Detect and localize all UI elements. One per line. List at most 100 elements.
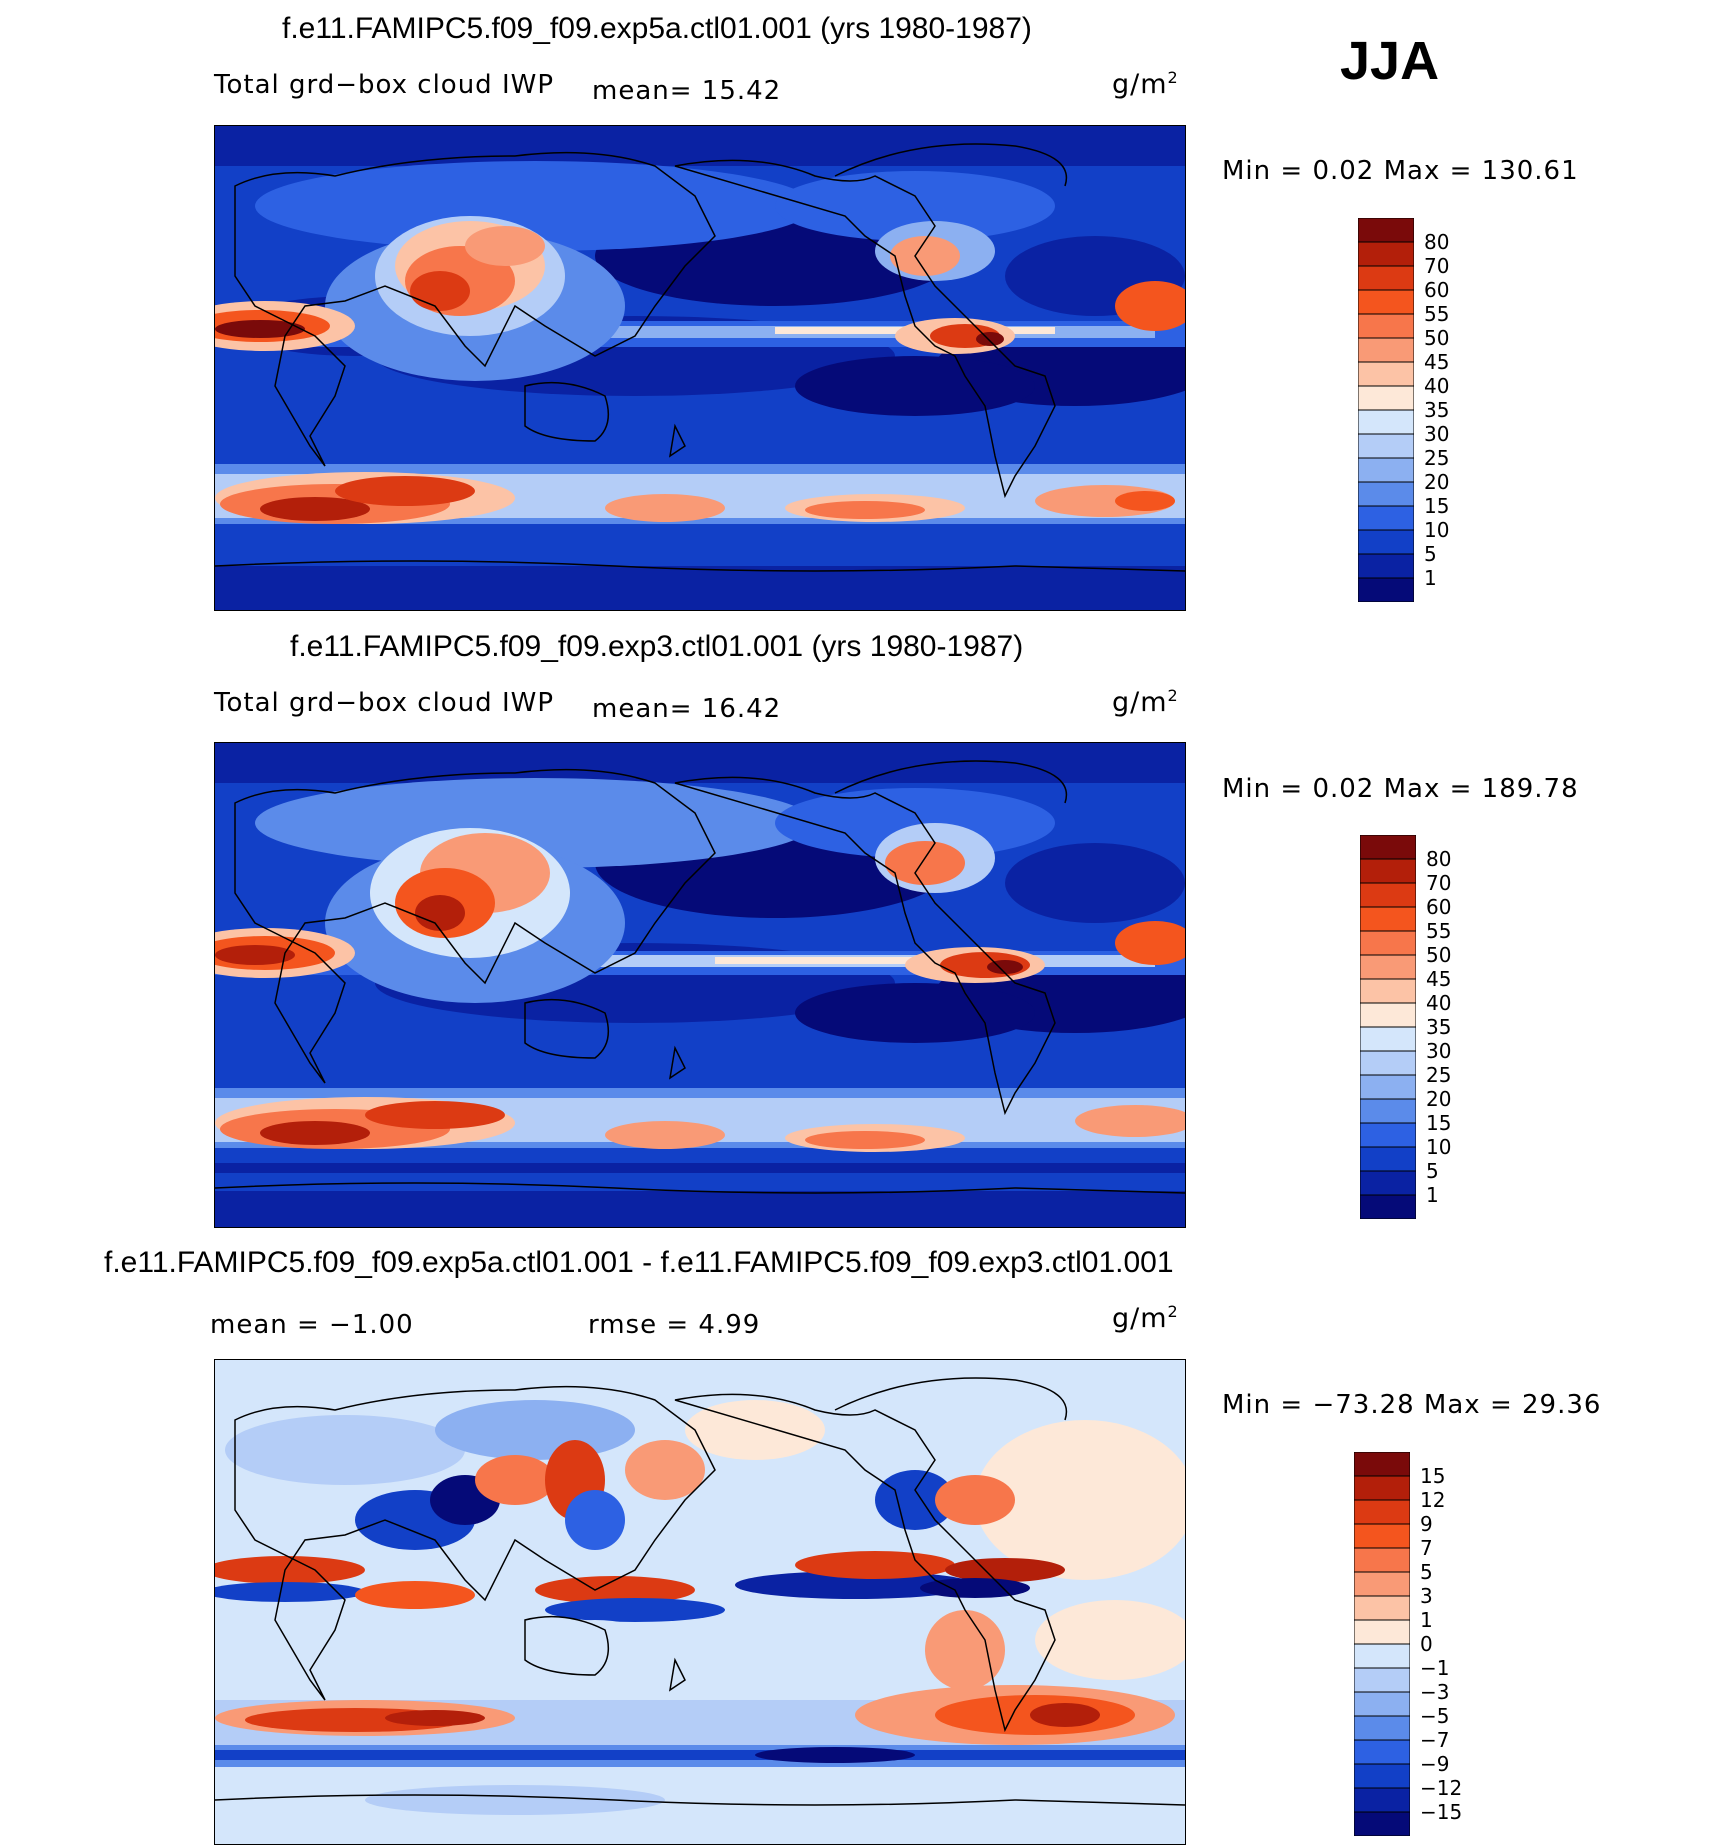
colorbar-label: −12 — [1420, 1776, 1463, 1800]
colorbar-swatch — [1357, 433, 1415, 459]
colorbar-swatch — [1353, 1595, 1411, 1621]
colorbar-label: 1 — [1420, 1608, 1433, 1632]
colorbar-label: 5 — [1426, 1159, 1439, 1183]
colorbar-label: 15 — [1420, 1464, 1446, 1488]
colorbar-swatch — [1353, 1643, 1411, 1669]
colorbar-label: 5 — [1424, 542, 1437, 566]
colorbar-label: 80 — [1424, 230, 1450, 254]
colorbar-label: −7 — [1420, 1728, 1450, 1752]
panel3-colorbar-graphic — [1353, 1451, 1411, 1837]
colorbar-swatch — [1359, 858, 1417, 884]
colorbar-label: 80 — [1426, 847, 1452, 871]
panel3-minmax: Min = −73.28 Max = 29.36 — [1222, 1390, 1602, 1420]
colorbar-label: −15 — [1420, 1800, 1463, 1824]
panel1-variable: Total grd−box cloud IWP — [214, 70, 555, 100]
colorbar-swatch — [1357, 265, 1415, 291]
colorbar-swatch — [1359, 1002, 1417, 1028]
season-label: JJA — [1340, 31, 1440, 91]
colorbar-label: 3 — [1420, 1584, 1433, 1608]
panel1-title: f.e11.FAMIPC5.f09_f09.exp5a.ctl01.001 (y… — [282, 12, 1032, 45]
colorbar-swatch — [1353, 1691, 1411, 1717]
colorbar-label: 35 — [1426, 1015, 1452, 1039]
colorbar-swatch — [1359, 1050, 1417, 1076]
panel3-map-graphic — [215, 1360, 1185, 1844]
panel3-title: f.e11.FAMIPC5.f09_f09.exp5a.ctl01.001 - … — [104, 1246, 1174, 1279]
colorbar-label: 5 — [1420, 1560, 1433, 1584]
colorbar-label: 45 — [1424, 350, 1450, 374]
colorbar-swatch — [1359, 882, 1417, 908]
panel2-variable: Total grd−box cloud IWP — [214, 688, 555, 718]
colorbar-label: 50 — [1426, 943, 1452, 967]
colorbar-label: −3 — [1420, 1680, 1450, 1704]
colorbar-label: 40 — [1426, 991, 1452, 1015]
colorbar-swatch — [1357, 385, 1415, 411]
colorbar-label: 70 — [1424, 254, 1450, 278]
panel2-map-graphic — [215, 743, 1185, 1227]
colorbar-label: 70 — [1426, 871, 1452, 895]
colorbar-swatch — [1359, 834, 1417, 860]
colorbar-label: 35 — [1424, 398, 1450, 422]
colorbar-label: −9 — [1420, 1752, 1450, 1776]
panel3-units: g/m2 — [1112, 1302, 1179, 1334]
colorbar-label: 20 — [1426, 1087, 1452, 1111]
colorbar-label: 7 — [1420, 1536, 1433, 1560]
colorbar-swatch — [1353, 1571, 1411, 1597]
colorbar-label: 55 — [1426, 919, 1452, 943]
colorbar-swatch — [1353, 1787, 1411, 1813]
colorbar-swatch — [1359, 1122, 1417, 1148]
colorbar-label: 60 — [1426, 895, 1452, 919]
colorbar-label: 10 — [1424, 518, 1450, 542]
panel2-map — [214, 742, 1186, 1228]
colorbar-swatch — [1353, 1619, 1411, 1645]
colorbar-swatch — [1357, 457, 1415, 483]
colorbar-label: 45 — [1426, 967, 1452, 991]
colorbar-swatch — [1359, 1074, 1417, 1100]
colorbar-swatch — [1359, 1026, 1417, 1052]
colorbar-swatch — [1353, 1475, 1411, 1501]
panel3-rmse: rmse = 4.99 — [588, 1310, 761, 1340]
panel2-units: g/m2 — [1112, 686, 1179, 718]
colorbar-swatch — [1357, 337, 1415, 363]
panel2-mean: mean= 16.42 — [592, 694, 782, 724]
colorbar-swatch — [1357, 289, 1415, 315]
colorbar-label: 60 — [1424, 278, 1450, 302]
colorbar-label: 30 — [1426, 1039, 1452, 1063]
panel2-minmax: Min = 0.02 Max = 189.78 — [1222, 774, 1579, 804]
colorbar-swatch — [1357, 577, 1415, 603]
colorbar-swatch — [1359, 1170, 1417, 1196]
colorbar-swatch — [1357, 409, 1415, 435]
panel1-map-graphic — [215, 126, 1185, 610]
colorbar-swatch — [1357, 313, 1415, 339]
colorbar-swatch — [1357, 361, 1415, 387]
colorbar-label: 1 — [1426, 1183, 1439, 1207]
panel3-map — [214, 1359, 1186, 1845]
colorbar-label: 0 — [1420, 1632, 1433, 1656]
colorbar-swatch — [1359, 1146, 1417, 1172]
colorbar-label: 9 — [1420, 1512, 1433, 1536]
colorbar-swatch — [1353, 1811, 1411, 1837]
colorbar-swatch — [1359, 930, 1417, 956]
colorbar-swatch — [1357, 529, 1415, 555]
colorbar-label: 55 — [1424, 302, 1450, 326]
colorbar-swatch — [1353, 1547, 1411, 1573]
colorbar-label: 10 — [1426, 1135, 1452, 1159]
colorbar-label: 30 — [1424, 422, 1450, 446]
colorbar-swatch — [1359, 906, 1417, 932]
colorbar-swatch — [1353, 1739, 1411, 1765]
panel1-units: g/m2 — [1112, 68, 1179, 100]
colorbar-swatch — [1353, 1499, 1411, 1525]
colorbar-swatch — [1357, 241, 1415, 267]
colorbar-swatch — [1353, 1715, 1411, 1741]
colorbar-label: 12 — [1420, 1488, 1446, 1512]
panel1-minmax: Min = 0.02 Max = 130.61 — [1222, 156, 1579, 186]
colorbar-label: 1 — [1424, 566, 1437, 590]
panel1-colorbar — [1357, 217, 1415, 603]
colorbar-label: 50 — [1424, 326, 1450, 350]
colorbar-label: 20 — [1424, 470, 1450, 494]
colorbar-swatch — [1357, 217, 1415, 243]
panel3-colorbar — [1353, 1451, 1411, 1837]
panel2-colorbar-graphic — [1359, 834, 1417, 1220]
colorbar-swatch — [1353, 1523, 1411, 1549]
panel3-mean: mean = −1.00 — [210, 1310, 414, 1340]
colorbar-swatch — [1353, 1763, 1411, 1789]
